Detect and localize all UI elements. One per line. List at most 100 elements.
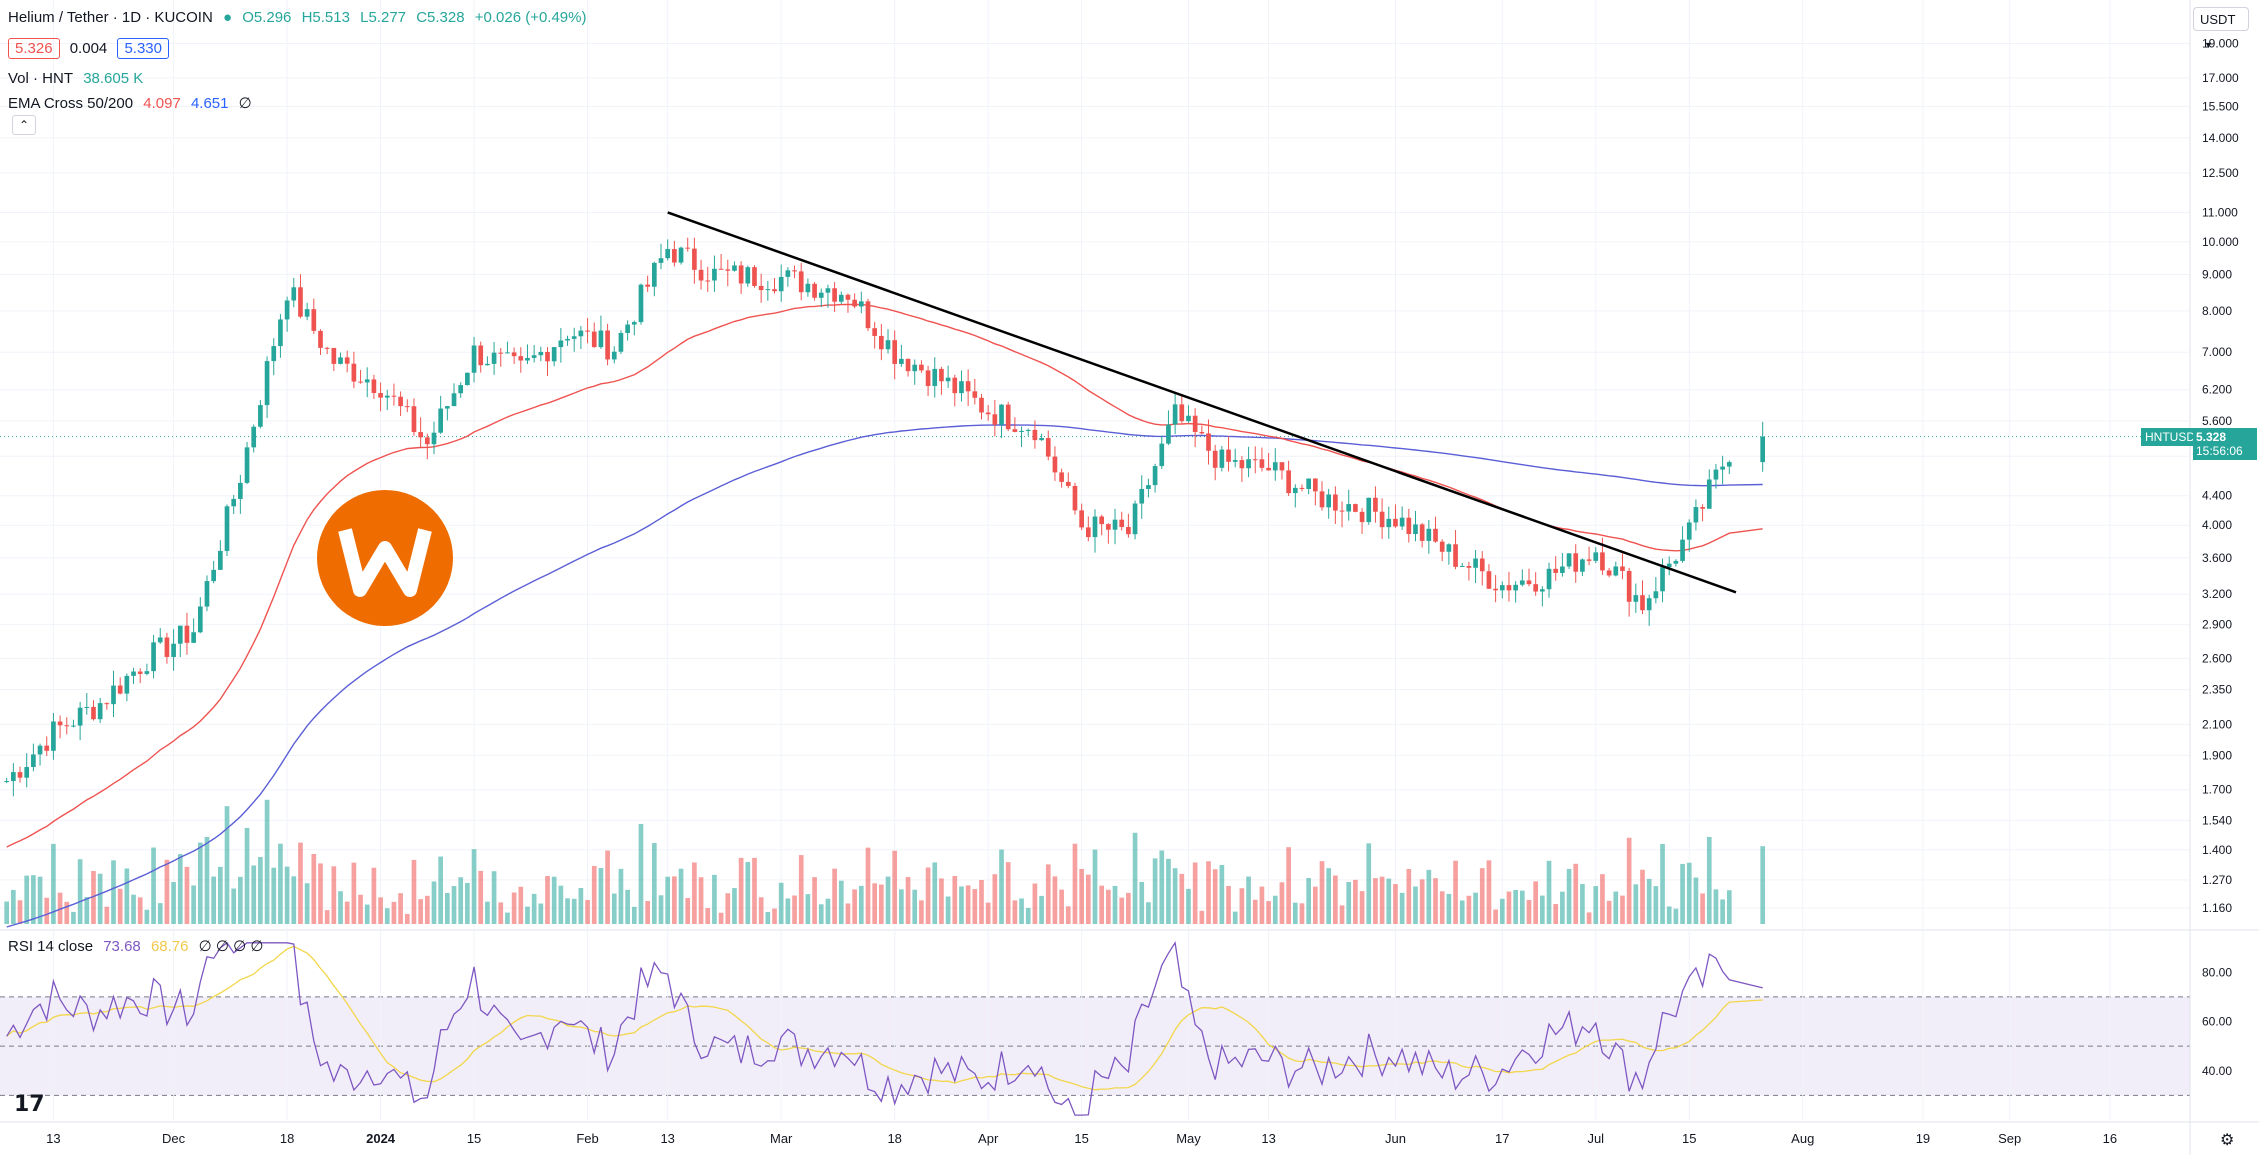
candle-body (1379, 511, 1385, 528)
gear-icon[interactable]: ⚙ (2220, 1132, 2235, 1149)
volume-bar (1693, 877, 1699, 924)
volume-bar (618, 868, 624, 924)
candle-body (391, 395, 397, 397)
candle-body (1199, 432, 1205, 434)
candle-body (371, 379, 377, 394)
volume-bar (1226, 885, 1231, 924)
volume-bar (1319, 861, 1325, 924)
volume-legend[interactable]: Vol · HNT 38.605 K (8, 70, 149, 87)
candle-body (665, 249, 671, 259)
volume-bar (1673, 908, 1679, 924)
chevron-down-icon: ▼ (2204, 40, 2213, 50)
volume-bar (378, 897, 383, 924)
rsi-legend[interactable]: RSI 14 close 73.68 68.76 ∅ ∅ ∅ ∅ (8, 937, 269, 955)
candle-body (304, 309, 310, 317)
volume-bar (1519, 890, 1525, 924)
ask-button[interactable]: 5.330 (117, 38, 169, 59)
candle-body (1626, 570, 1632, 602)
volume-bar (431, 881, 437, 924)
candle-body (1613, 566, 1619, 576)
candle-body (77, 707, 83, 726)
volume-bar (264, 799, 270, 924)
rsi-label: RSI 14 close (8, 938, 94, 955)
volume-bar (1346, 882, 1352, 924)
high-value: H5.513 (301, 9, 350, 26)
candle-body (1252, 459, 1258, 461)
candle-body (945, 377, 951, 382)
volume-bar (311, 853, 317, 924)
change-value: +0.026 (+0.49%) (474, 9, 587, 26)
symbol-title[interactable]: Helium / Tether · 1D · KUCOIN (8, 9, 213, 26)
candle-body (1333, 494, 1338, 511)
volume-bar (1072, 843, 1078, 924)
volume-bar (1019, 898, 1024, 924)
candle-body (598, 330, 604, 348)
candle-body (1519, 580, 1525, 585)
bid-button[interactable]: 5.326 (8, 38, 60, 59)
candle-body (798, 271, 804, 293)
volume-bar (638, 823, 644, 924)
volume-bar (11, 889, 16, 924)
candle-body (718, 268, 724, 270)
volume-bar (692, 862, 697, 924)
volume-bar (1132, 832, 1138, 924)
candle-body (585, 330, 590, 332)
volume-bar (845, 903, 851, 924)
candle-body (818, 292, 824, 298)
time-tick-label: 17 (1495, 1131, 1509, 1146)
candle-body (952, 377, 958, 394)
candle-body (64, 725, 70, 727)
volume-bar (838, 880, 844, 924)
volume-bar (338, 891, 343, 924)
volume-bar (64, 901, 70, 924)
candle-body (1506, 585, 1512, 591)
volume-bar (1333, 875, 1338, 924)
volume-bar (1666, 906, 1672, 924)
candle-body (364, 379, 370, 383)
volume-bar (531, 893, 537, 924)
candle-body (1119, 519, 1125, 528)
candle-body (805, 283, 811, 293)
volume-bar (745, 862, 751, 924)
volume-bar (1059, 889, 1064, 924)
volume-bar (398, 893, 403, 924)
time-tick-label: 2024 (366, 1131, 396, 1146)
volume-bar (304, 883, 310, 924)
candle-body (445, 406, 450, 409)
time-tick-label: 13 (1261, 1131, 1275, 1146)
candle-body (1266, 467, 1271, 471)
volume-bar (471, 849, 477, 924)
tradingview-logo-icon[interactable]: 17 (14, 1092, 45, 1117)
candle-body (157, 637, 163, 643)
currency-selector[interactable]: USDT ▼ (2193, 7, 2249, 50)
volume-bar (865, 847, 871, 924)
ema-legend[interactable]: EMA Cross 50/200 4.097 4.651 ∅ (8, 94, 258, 112)
volume-bar (1152, 858, 1158, 924)
collapse-legend-button[interactable]: ⌃ (12, 115, 36, 135)
candle-body (84, 706, 90, 708)
volume-bar (1453, 860, 1458, 924)
currency-label: USDT (2200, 12, 2236, 27)
volume-bar (1232, 911, 1238, 924)
candle-body (1600, 552, 1605, 571)
volume-bar (732, 888, 737, 924)
candle-body (879, 335, 884, 350)
candle-body (1219, 449, 1225, 468)
volume-bar (157, 903, 163, 924)
volume-bar (752, 857, 757, 924)
candle-body (117, 685, 123, 694)
candle-body (732, 265, 737, 271)
candle-body (1099, 516, 1105, 525)
rsi-ma-value: 68.76 (150, 938, 189, 955)
candle-body (1106, 524, 1111, 530)
candle-body (1019, 430, 1024, 432)
watermark-logo (317, 490, 453, 626)
candle-body (1646, 598, 1652, 611)
candle-body (1499, 585, 1505, 591)
spread-value: 0.004 (69, 40, 108, 57)
candle-body (1673, 560, 1679, 564)
volume-bar (665, 876, 671, 924)
volume-bar (571, 898, 577, 924)
time-tick-label: 18 (280, 1131, 294, 1146)
